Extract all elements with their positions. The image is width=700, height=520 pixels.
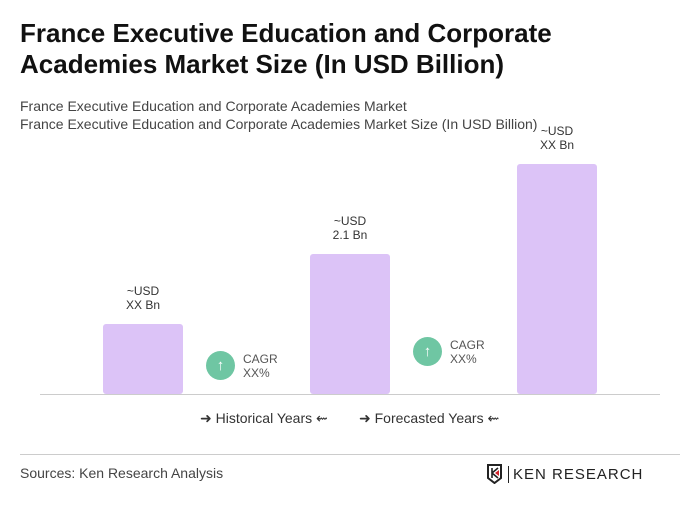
cagr-label: CAGR [243,351,278,366]
sources: Sources: Ken Research Analysis [20,465,224,481]
ken-research-logo: KEN RESEARCH [486,464,643,484]
divider [20,454,680,455]
subtitle: France Executive Education and Corporate… [20,98,407,114]
legend-label: Forecasted Years [374,410,484,426]
legend-label: Historical Years [215,410,313,426]
bar-forecast [517,164,597,394]
data-label: ~USD 2.1 Bn [332,214,368,242]
cagr-value: XX% [243,365,270,380]
arrow-up-icon: ↑ [413,337,442,366]
logo-text: KEN RESEARCH [508,465,643,483]
data-label: ~USD XX Bn [125,284,161,312]
subtitle-2: France Executive Education and Corporate… [20,116,538,132]
cagr-value: XX% [450,351,477,366]
cagr-badge-1: ↑ CAGR XX% [206,351,278,380]
arrow-up-icon: ↑ [206,351,235,380]
legend-historical: ➜ Historical Years ⇜ [200,410,328,426]
cagr-label: CAGR [450,337,485,352]
page-title: France Executive Education and Corporate… [20,18,552,79]
cagr-badge-2: ↑ CAGR XX% [413,337,485,366]
bar-current [310,254,390,394]
data-label: ~USD XX Bn [539,124,575,152]
bar-historical [103,324,183,394]
legend-forecast: ➜ Forecasted Years ⇜ [359,410,500,426]
